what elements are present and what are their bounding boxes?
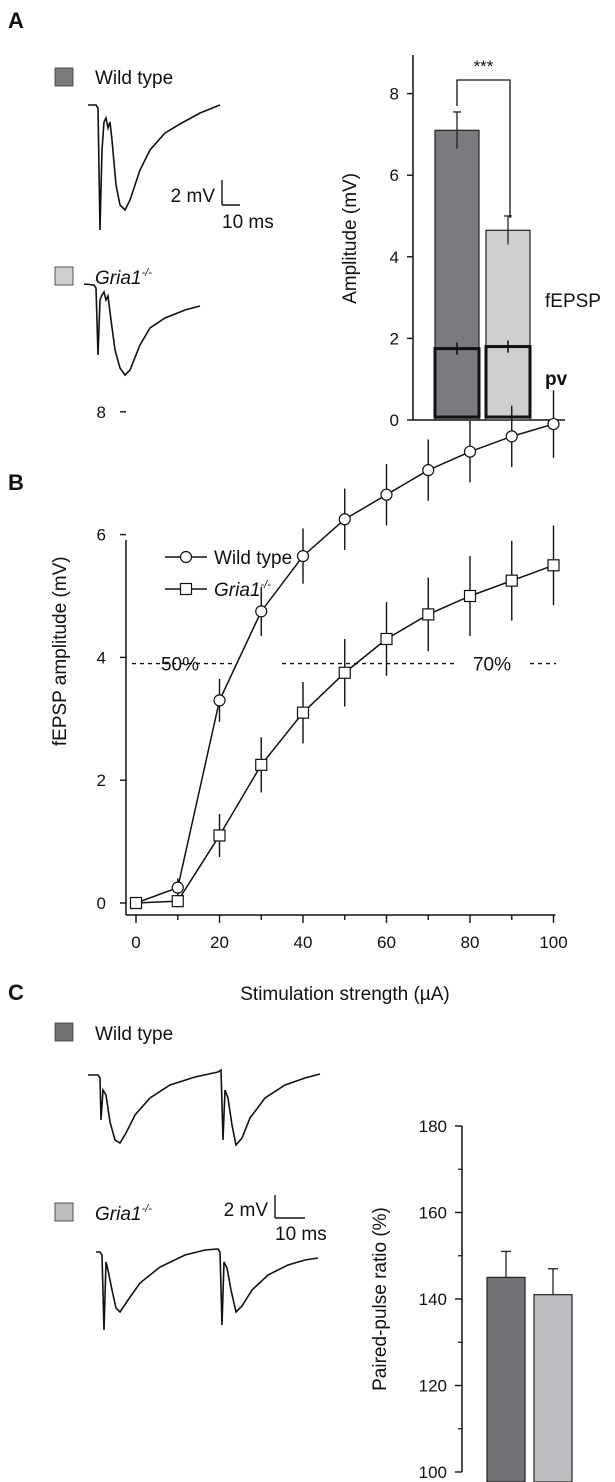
legend-label-wild-type: Wild type xyxy=(95,68,173,89)
legend-label-b-gria1-name: Gria1 xyxy=(214,580,260,601)
series-label-pv: pv xyxy=(545,369,568,390)
marker-gria1 xyxy=(129,896,143,910)
legend-label-b-gria1: Gria1-/- xyxy=(214,579,271,601)
series-line-1 xyxy=(135,564,554,904)
trace-gria1-c xyxy=(96,1248,319,1331)
panel-label-b: B xyxy=(8,470,24,495)
trace-wild-type-a xyxy=(88,104,221,231)
y-axis-title-b: fEPSP amplitude (mV) xyxy=(50,556,71,746)
bar-fepsp-1 xyxy=(485,229,531,421)
y-tick-label-b: 0 xyxy=(97,894,106,913)
y-tick-label-b: 4 xyxy=(97,648,106,667)
scalebar-a-mv: 2 mV xyxy=(171,186,216,207)
legend-label-b-gria1-sup: -/- xyxy=(260,579,271,591)
y-tick-label-c: 160 xyxy=(419,1204,447,1223)
reference-label-50: 50% xyxy=(161,655,199,676)
bar-ppr-0 xyxy=(486,1276,526,1482)
scalebar-a-ms: 10 ms xyxy=(222,212,274,233)
y-tick-label-b: 2 xyxy=(97,771,106,790)
marker-gria1 xyxy=(463,589,477,603)
legend-label-wild-type-c: Wild type xyxy=(95,1024,173,1045)
legend-label-gria1-c: Gria1-/- xyxy=(95,1203,152,1225)
bar-ppr-1 xyxy=(533,1294,573,1482)
legend-label-b-wild-type: Wild type xyxy=(214,548,292,569)
marker-gria1 xyxy=(296,706,310,719)
significance-label-a: *** xyxy=(474,57,494,76)
chart-a-amplitude: 0 2 4 6 8 Amplitude (mV) *** fEPSP pv xyxy=(340,55,601,430)
marker-gria1 xyxy=(213,829,226,842)
bar-fepsp-0 xyxy=(434,129,480,421)
y-tick-label-a: 8 xyxy=(390,85,399,104)
marker-gria1 xyxy=(338,666,351,679)
marker-gria1 xyxy=(547,559,560,572)
y-tick-label-c: 120 xyxy=(419,1377,447,1396)
scalebar-c-ms: 10 ms xyxy=(275,1224,327,1245)
marker-wild-type xyxy=(380,488,393,501)
legend-marker-b-wild-type xyxy=(179,550,193,564)
marker-gria1 xyxy=(505,574,518,587)
significance-bracket-a xyxy=(456,79,511,218)
marker-gria1 xyxy=(255,758,268,771)
marker-wild-type xyxy=(505,430,518,443)
marker-wild-type xyxy=(213,694,226,707)
legend-gria1-c-name: Gria1 xyxy=(95,1204,141,1225)
trace-wild-type-c xyxy=(88,1068,321,1147)
y-tick-label-b: 8 xyxy=(97,403,106,422)
panel-label-a: A xyxy=(8,8,24,33)
x-tick-label-b: 40 xyxy=(294,933,313,952)
y-tick-label-a: 0 xyxy=(390,411,399,430)
legend-label-gria1: Gria1-/- xyxy=(95,267,152,289)
legend-swatch-gria1 xyxy=(54,266,74,286)
x-tick-label-b: 60 xyxy=(377,933,396,952)
marker-wild-type xyxy=(338,513,351,526)
y-axis-title-a: Amplitude (mV) xyxy=(340,173,361,304)
x-tick-label-b: 100 xyxy=(539,933,567,952)
marker-wild-type xyxy=(255,605,268,618)
series-label-fepsp: fEPSP xyxy=(545,291,601,312)
marker-gria1 xyxy=(422,608,435,621)
y-tick-label-a: 4 xyxy=(390,248,399,267)
marker-wild-type xyxy=(463,445,477,458)
trace-gria1-a xyxy=(83,283,201,377)
legend-marker-b-gria1 xyxy=(179,582,193,596)
marker-wild-type xyxy=(422,464,435,477)
marker-gria1 xyxy=(380,632,393,646)
scalebar-c-mv: 2 mV xyxy=(224,1200,269,1221)
marker-wild-type xyxy=(171,881,184,894)
y-tick-label-b: 6 xyxy=(97,526,106,545)
marker-gria1 xyxy=(171,895,184,908)
y-tick-label-c: 180 xyxy=(419,1117,447,1136)
panel-label-c: C xyxy=(8,980,24,1005)
legend-swatch-wild-type-c xyxy=(54,1022,74,1042)
x-tick-label-b: 80 xyxy=(461,933,480,952)
marker-wild-type xyxy=(547,417,560,431)
x-tick-label-b: 20 xyxy=(210,933,229,952)
y-tick-label-c: 100 xyxy=(419,1463,447,1482)
y-tick-label-a: 6 xyxy=(390,166,399,185)
x-tick-label-b: 0 xyxy=(131,933,140,952)
y-tick-label-a: 2 xyxy=(390,329,399,348)
legend-gria1-sup: -/- xyxy=(141,267,152,279)
legend-swatch-wild-type xyxy=(54,67,74,87)
legend-swatch-gria1-c xyxy=(54,1202,74,1222)
legend-gria1-c-sup: -/- xyxy=(141,1203,152,1215)
legend-gria1-name: Gria1 xyxy=(95,268,141,289)
y-tick-label-c: 140 xyxy=(419,1290,447,1309)
reference-label-70: 70% xyxy=(473,655,511,676)
x-axis-title-b: Stimulation strength (µA) xyxy=(240,984,449,1005)
marker-wild-type xyxy=(296,549,310,563)
chart-c-paired-pulse: 100 120 140 160 180 Paired-pulse ratio (%) xyxy=(370,1117,573,1482)
y-axis-title-c: Paired-pulse ratio (%) xyxy=(370,1207,391,1391)
